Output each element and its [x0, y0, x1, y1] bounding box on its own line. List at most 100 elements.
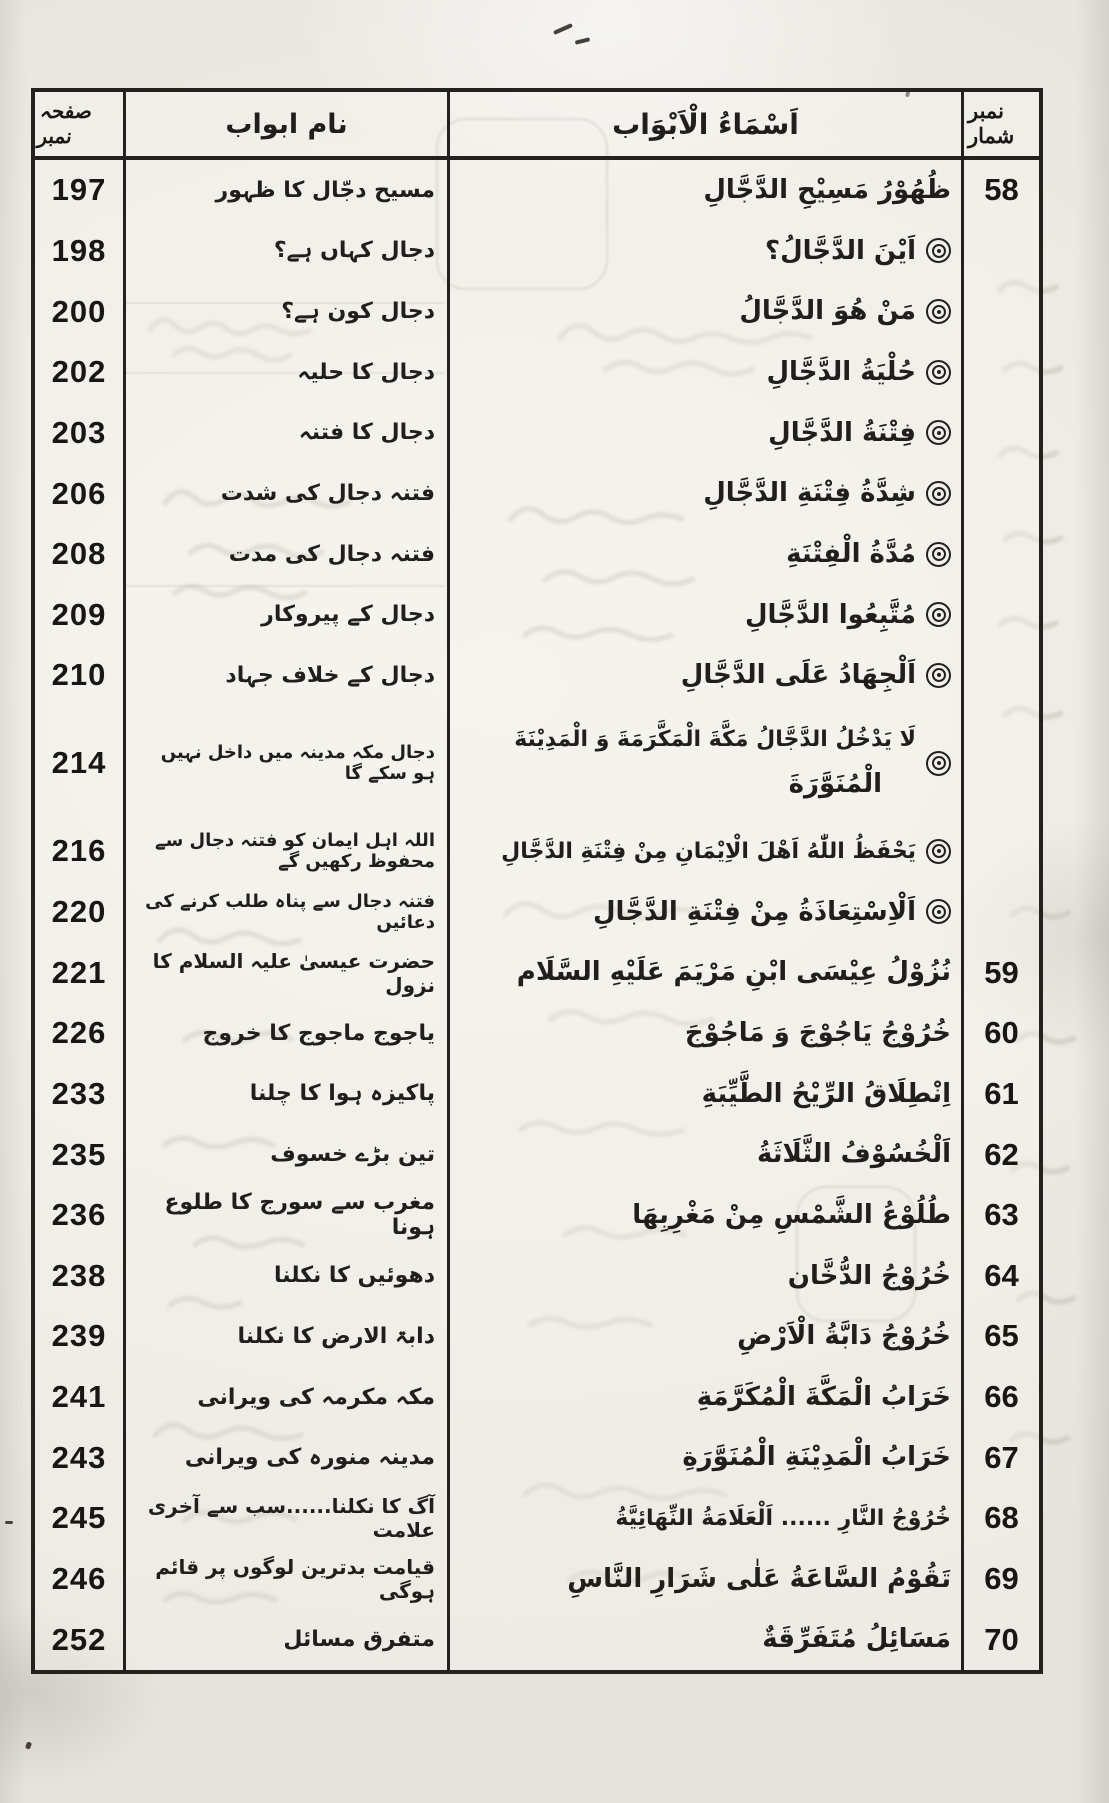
serial-number: 60 [961, 1002, 1039, 1064]
arabic-title-line1: اَلْاِسْتِعَاذَةُ مِنْ فِتْنَةِ الدَّجَّ… [592, 896, 916, 927]
chapter-name-urdu: دھوئیں کا نکلنا [123, 1245, 447, 1307]
arabic-title-line1: مَسَائِلُ مُتَفَرِّقَةٌ [762, 1624, 951, 1655]
page-number: 197 [51, 172, 107, 208]
serial-number [961, 584, 1039, 646]
arabic-title: مُدَّةُ الْفِتْنَةِ [786, 538, 916, 571]
toc-row: لَا يَدْخُلُ الدَّجَّالُ مَكَّةَ الْمَكَ… [35, 705, 1039, 821]
arabic-title-line1: خَرَابُ الْمَدِيْنَةِ الْمُنَوَّرَةِ [682, 1442, 951, 1473]
serial-number [961, 705, 1039, 821]
arabic-title: طُلُوْعُ الشَّمْسِ مِنْ مَغْرِبِهَا [632, 1199, 951, 1232]
serial-number [961, 341, 1039, 403]
page-number: 236 [51, 1197, 107, 1233]
table-header-row: نمبر شمار اَسْمَاءُ الْاَبْوَاب نام ابوا… [35, 92, 1039, 160]
page-number: 241 [51, 1379, 107, 1415]
bullseye-icon [926, 238, 951, 264]
page-number: 233 [51, 1075, 107, 1111]
chapter-name-urdu: اللہ اہل ایمان کو فتنہ دجال سے محفوظ رکھ… [123, 820, 447, 882]
page-number: 206 [51, 475, 107, 511]
chapter-name-urdu: دجال کہاں ہے؟ [123, 220, 447, 282]
page-number: 216 [51, 833, 107, 869]
toc-row: 65 خُرُوْجُ دَابَّةُ الْاَرْضِ دابۃ الار… [35, 1306, 1039, 1367]
bullseye-icon [926, 359, 951, 385]
arabic-title-line1: طُلُوْعُ الشَّمْسِ مِنْ مَغْرِبِهَا [632, 1199, 951, 1230]
arabic-title-line1: حُلْيَةُ الدَّجَّالِ [766, 356, 916, 387]
bullseye-icon [926, 299, 951, 325]
serial-number [961, 281, 1039, 342]
arabic-title-line1: اَيْنَ الدَّجَّالُ؟ [765, 235, 916, 266]
arabic-title-line1: اِنْطِلَاقُ الرِّيْحُ الطَّيِّبَةِ [701, 1078, 951, 1109]
serial-number [961, 463, 1039, 524]
arabic-title: مُتَّبِعُوا الدَّجَّالِ [745, 599, 916, 632]
arabic-title: خَرَابُ الْمَكَّةَ الْمُكَرَّمَةِ [697, 1381, 951, 1414]
serial-number: 70 [961, 1609, 1039, 1670]
page-number: 202 [51, 354, 107, 390]
chapter-name-arabic: اَلْخُسُوْفُ الثَّلَاثَةُ [447, 1124, 961, 1185]
chapter-name-arabic: اَلْاِسْتِعَاذَةُ مِنْ فِتْنَةِ الدَّجَّ… [447, 881, 961, 943]
chapter-name-urdu: آگ کا نکلنا......سب سے آخری علامت [123, 1488, 447, 1549]
arabic-title: خَرَابُ الْمَدِيْنَةِ الْمُنَوَّرَةِ [682, 1441, 951, 1474]
toc-row: 62 اَلْخُسُوْفُ الثَّلَاثَةُ تین بڑے خسو… [35, 1124, 1039, 1185]
chapter-name-urdu: یاجوج ماجوج کا خروج [123, 1002, 447, 1064]
page-number: 239 [51, 1318, 107, 1354]
toc-row: فِتْنَةُ الدَّجَّالِ دجال کا فتنہ 203 [35, 402, 1039, 464]
chapter-name-arabic: مَسَائِلُ مُتَفَرِّقَةٌ [447, 1609, 961, 1670]
chapter-name-urdu: دابۃ الارض کا نکلنا [123, 1306, 447, 1367]
toc-row: اَلْاِسْتِعَاذَةُ مِنْ فِتْنَةِ الدَّجَّ… [35, 881, 1039, 943]
arabic-title: فِتْنَةُ الدَّجَّالِ [768, 417, 916, 450]
arabic-title-line1: فِتْنَةُ الدَّجَّالِ [768, 417, 916, 448]
serial-number: 58 [961, 160, 1039, 221]
page-number: 198 [51, 232, 107, 268]
chapter-name-arabic: تَقُوْمُ السَّاعَةُ عَلٰى شَرَارِ النَّا… [447, 1548, 961, 1610]
page-number: 243 [51, 1439, 107, 1475]
chapter-name-arabic: اَيْنَ الدَّجَّالُ؟ [447, 220, 961, 282]
arabic-title: خُرُوْجُ دَابَّةُ الْاَرْضِ [737, 1320, 951, 1353]
arabic-title: اَلْخُسُوْفُ الثَّلَاثَةُ [757, 1138, 951, 1171]
chapter-name-urdu: مسیح دجّال کا ظہور [123, 160, 447, 221]
toc-row: 70 مَسَائِلُ مُتَفَرِّقَةٌ متفرق مسائل 2… [35, 1609, 1039, 1670]
toc-row: مَنْ هُوَ الدَّجَّالُ دجال کون ہے؟ 200 [35, 281, 1039, 342]
chapter-name-arabic: خُرُوْجُ يَاجُوْجَ وَ مَاجُوْجَ [447, 1002, 961, 1064]
chapter-name-urdu: پاکیزہ ہوا کا چلنا [123, 1063, 447, 1125]
page-number: 221 [51, 954, 107, 990]
chapter-name-urdu: فتنہ دجال کی مدت [123, 523, 447, 585]
chapter-name-urdu: دجال مکہ مدینہ میں داخل نہیں ہو سکے گا [123, 705, 447, 821]
pen-mark [574, 37, 591, 45]
arabic-title: اَلْجِهَادُ عَلَى الدَّجَّالِ [681, 659, 916, 692]
arabic-title-line1: تَقُوْمُ السَّاعَةُ عَلٰى شَرَارِ النَّا… [567, 1563, 951, 1594]
arabic-title-line1: خُرُوْجُ الدُّخَّان [787, 1260, 951, 1291]
toc-row: اَلْجِهَادُ عَلَى الدَّجَّالِ دجال کے خل… [35, 645, 1039, 706]
arabic-title: مَنْ هُوَ الدَّجَّالُ [739, 295, 916, 328]
page-number: 245 [51, 1500, 107, 1536]
arabic-title-line1: خُرُوْجُ النَّارِ ...... اَلْعَلَامَةُ ا… [615, 1505, 951, 1531]
arabic-title: تَقُوْمُ السَّاعَةُ عَلٰى شَرَارِ النَّا… [567, 1563, 951, 1596]
arabic-title-line1: مُتَّبِعُوا الدَّجَّالِ [744, 599, 916, 630]
serial-number: 63 [961, 1184, 1039, 1246]
serial-number: 64 [961, 1245, 1039, 1307]
serial-number [961, 523, 1039, 585]
toc-row: 66 خَرَابُ الْمَكَّةَ الْمُكَرَّمَةِ مکہ… [35, 1366, 1039, 1428]
chapter-name-arabic: شِدَّةُ فِتْنَةِ الدَّجَّالِ [447, 463, 961, 524]
serial-number [961, 820, 1039, 882]
serial-number: 69 [961, 1548, 1039, 1610]
chapter-name-urdu: قیامت بدترین لوگوں پر قائم ہوگی [123, 1548, 447, 1610]
pen-mark [5, 1521, 13, 1524]
bullseye-icon [926, 750, 951, 776]
chapter-name-urdu: دجال کے خلاف جہاد [123, 645, 447, 706]
arabic-title-line2: الْمُنَوَّرَةَ [788, 768, 882, 799]
arabic-title-line1: مُدَّةُ الْفِتْنَةِ [786, 538, 916, 569]
serial-number: 67 [961, 1427, 1039, 1489]
arabic-title-line1: مَنْ هُوَ الدَّجَّالُ [739, 296, 916, 327]
chapter-name-arabic: اِنْطِلَاقُ الرِّيْحُ الطَّيِّبَةِ [447, 1063, 961, 1125]
arabic-title: خُرُوْجُ الدُّخَّان [788, 1260, 951, 1293]
arabic-title-line1: نُزُوْلُ عِيْسَى ابْنِ مَرْيَمَ عَلَيْهِ… [516, 957, 951, 988]
arabic-title: نُزُوْلُ عِيْسَى ابْنِ مَرْيَمَ عَلَيْهِ… [517, 956, 951, 989]
chapter-name-arabic: اَلْجِهَادُ عَلَى الدَّجَّالِ [447, 645, 961, 706]
chapter-name-urdu: متفرق مسائل [123, 1609, 447, 1670]
serial-number: 66 [961, 1366, 1039, 1428]
bullseye-icon [926, 899, 951, 925]
chapter-name-arabic: خُرُوْجُ النَّارِ ...... اَلْعَلَامَةُ ا… [447, 1488, 961, 1549]
toc-row: مُدَّةُ الْفِتْنَةِ فتنہ دجال کی مدت 208 [35, 523, 1039, 585]
chapter-name-urdu: مغرب سے سورج کا طلوع ہونا [123, 1184, 447, 1246]
header-arabic-names: اَسْمَاءُ الْاَبْوَاب [447, 92, 961, 156]
arabic-title: مَسَائِلُ مُتَفَرِّقَةٌ [762, 1623, 951, 1656]
